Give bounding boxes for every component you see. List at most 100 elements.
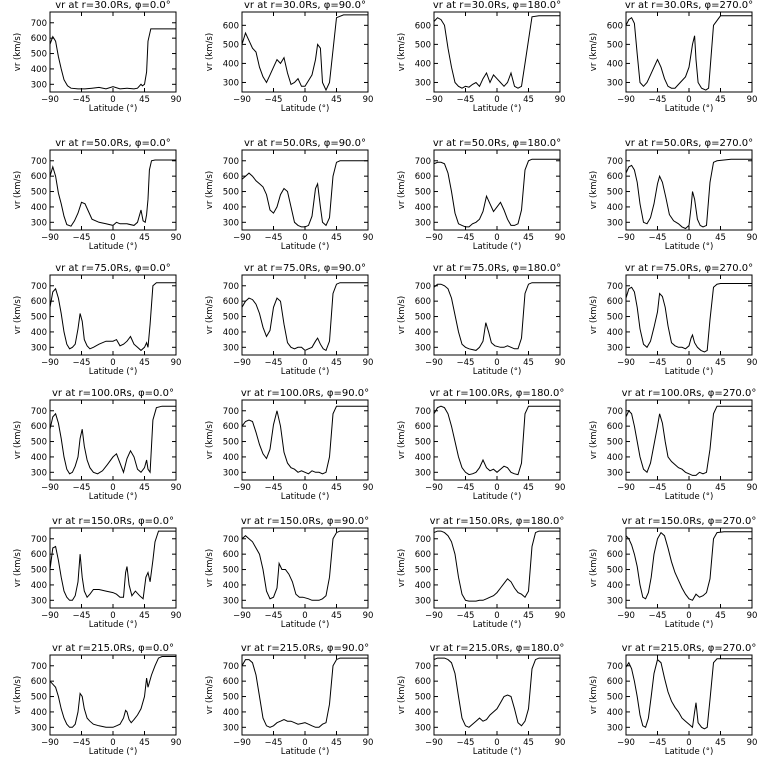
x-axis-label: Latitude (°) [281, 242, 330, 252]
panel-5-2: vr at r=215.0Rs, φ=180.0° −90 −45 0 45 90 300 4… [397, 643, 565, 757]
x-tick-label: 90 [171, 738, 182, 748]
x-tick-label: −90 [617, 95, 635, 105]
y-tick-label: 500 [31, 188, 47, 198]
plot-frame [49, 149, 177, 231]
panel-3-3: vr at r=100.0Rs, φ=270.0° −90 −45 0 45 90 300 4… [589, 388, 757, 502]
panel-2-3: vr at r=75.0Rs, φ=270.0° −90 −45 0 45 90 300 40… [589, 263, 757, 377]
y-tick-label: 400 [415, 203, 431, 213]
x-tick-label: −45 [457, 233, 475, 243]
panel-0-1: vr at r=30.0Rs, φ=90.0° −90 −45 0 45 90 300 400… [205, 0, 373, 114]
x-tick-label: 45 [331, 483, 342, 493]
x-tick-label: 0 [686, 233, 691, 243]
x-axis-label: Latitude (°) [473, 492, 522, 502]
panel-5-1: vr at r=215.0Rs, φ=90.0° −90 −45 0 45 90 300 40… [205, 643, 373, 757]
x-tick-label: −45 [265, 738, 283, 748]
y-axis-label: vr (km/s) [397, 421, 407, 459]
panel-title: vr at r=30.0Rs, φ=90.0° [244, 0, 366, 11]
y-axis-label: vr (km/s) [589, 296, 599, 334]
plot-frame [241, 274, 369, 356]
x-axis-label: Latitude (°) [281, 367, 330, 377]
y-axis-label: vr (km/s) [13, 421, 23, 459]
y-tick-label: 400 [223, 59, 239, 69]
y-tick-label: 600 [31, 172, 47, 182]
y-tick-label: 300 [607, 468, 623, 478]
y-axis-label: vr (km/s) [397, 549, 407, 587]
x-tick-label: 90 [747, 95, 758, 105]
y-tick-label: 500 [31, 50, 47, 60]
series-line [49, 656, 176, 728]
y-tick-label: 400 [31, 328, 47, 338]
y-tick-label: 400 [223, 203, 239, 213]
x-tick-label: 90 [555, 233, 566, 243]
y-tick-label: 600 [415, 172, 431, 182]
y-tick-label: 300 [415, 218, 431, 228]
x-tick-label: 0 [110, 483, 115, 493]
series-line [241, 14, 368, 92]
plot-frame [625, 274, 753, 356]
x-tick-label: 90 [555, 358, 566, 368]
x-tick-label: 45 [523, 95, 534, 105]
x-tick-label: −90 [425, 233, 443, 243]
y-axis-label: vr (km/s) [589, 171, 599, 209]
y-tick-label: 300 [415, 723, 431, 733]
panel-1-0: vr at r=50.0Rs, φ=0.0° −90 −45 0 45 90 300 400 5… [13, 138, 181, 252]
y-tick-label: 300 [607, 218, 623, 228]
y-tick-label: 400 [607, 453, 623, 463]
y-tick-label: 700 [31, 407, 47, 417]
x-tick-label: 90 [747, 233, 758, 243]
x-tick-label: −45 [265, 483, 283, 493]
y-tick-label: 300 [31, 80, 47, 90]
y-tick-label: 500 [607, 693, 623, 703]
y-tick-label: 500 [415, 438, 431, 448]
x-tick-label: −90 [425, 483, 443, 493]
y-tick-label: 700 [31, 157, 47, 167]
x-axis-label: Latitude (°) [665, 620, 714, 630]
x-tick-label: −90 [41, 233, 59, 243]
x-tick-label: 90 [747, 738, 758, 748]
series-line [625, 405, 752, 476]
y-tick-label: 300 [607, 343, 623, 353]
plot-frame [433, 274, 561, 356]
series-line [433, 530, 560, 602]
y-tick-label: 400 [415, 581, 431, 591]
x-axis-label: Latitude (°) [89, 492, 138, 502]
x-tick-label: 90 [555, 95, 566, 105]
series-line [433, 15, 560, 89]
x-tick-label: −45 [649, 483, 667, 493]
x-axis-label: Latitude (°) [89, 367, 138, 377]
series-line [49, 159, 176, 227]
y-tick-label: 400 [31, 65, 47, 75]
x-tick-label: 45 [715, 95, 726, 105]
plot-frame [433, 149, 561, 231]
series-line [433, 405, 560, 476]
x-tick-label: 45 [523, 738, 534, 748]
x-tick-label: −90 [425, 611, 443, 621]
y-tick-label: 400 [31, 708, 47, 718]
x-tick-label: 45 [715, 233, 726, 243]
plot-frame [49, 527, 177, 609]
y-axis-label: vr (km/s) [205, 676, 215, 714]
y-axis-label: vr (km/s) [13, 296, 23, 334]
x-tick-label: 0 [302, 611, 307, 621]
y-tick-label: 600 [223, 297, 239, 307]
y-tick-label: 600 [415, 297, 431, 307]
y-tick-label: 700 [223, 157, 239, 167]
y-tick-label: 500 [223, 188, 239, 198]
panel-0-2: vr at r=30.0Rs, φ=180.0° −90 −45 0 45 90 300 40… [397, 0, 565, 114]
series-line [625, 15, 752, 91]
x-tick-label: 0 [494, 611, 499, 621]
x-tick-label: 45 [523, 483, 534, 493]
x-axis-label: Latitude (°) [89, 620, 138, 630]
x-tick-label: 90 [171, 483, 182, 493]
x-tick-label: 45 [523, 611, 534, 621]
series-line [241, 405, 368, 475]
series-line [49, 405, 176, 475]
series-line [625, 658, 752, 730]
panel-title: vr at r=50.0Rs, φ=90.0° [244, 138, 366, 149]
x-tick-label: 0 [494, 483, 499, 493]
x-tick-label: −90 [233, 95, 251, 105]
y-axis-label: vr (km/s) [205, 549, 215, 587]
y-tick-label: 300 [31, 218, 47, 228]
x-tick-label: 45 [139, 233, 150, 243]
